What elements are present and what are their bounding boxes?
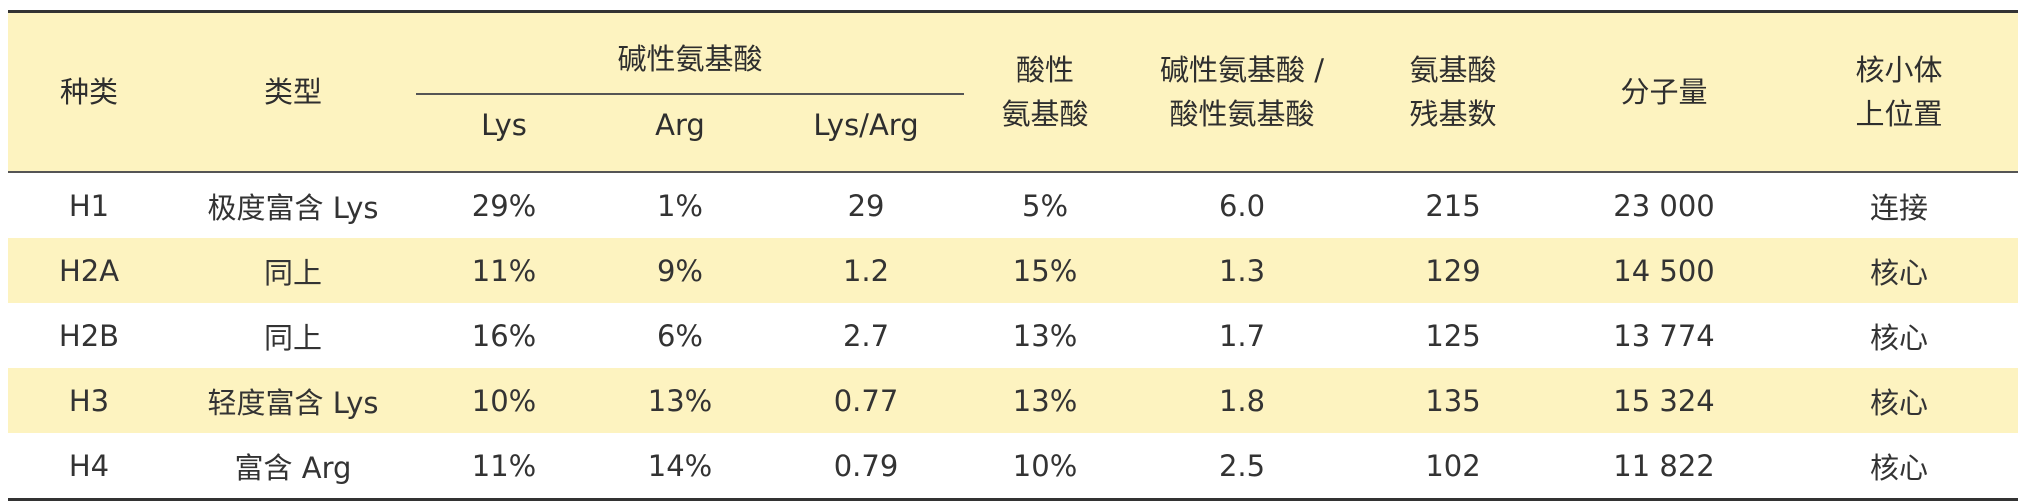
cell-molecular-weight: 14 500 (1548, 238, 1781, 303)
cell-acidic: 10% (964, 433, 1127, 501)
cell-lys: 16% (416, 303, 592, 368)
cell-position: 核心 (1780, 433, 2019, 501)
cell-residues: 102 (1358, 433, 1549, 501)
cell-ratio: 6.0 (1126, 171, 1359, 238)
cell-arg: 9% (592, 238, 768, 303)
cell-molecular-weight: 23 000 (1548, 171, 1781, 238)
cell-lys: 11% (416, 433, 592, 501)
cell-molecular-weight: 15 324 (1548, 368, 1781, 433)
header-molecular-weight: 分子量 (1548, 10, 1781, 172)
cell-arg: 6% (592, 303, 768, 368)
cell-type: 极度富含 Lys (170, 171, 416, 238)
header-acidic-amino-acid: 酸性 氨基酸 (964, 10, 1127, 172)
cell-molecular-weight: 13 774 (1548, 303, 1781, 368)
table-body: H1 极度富含 Lys 29% 1% 29 5% 6.0 215 23 000 … (8, 171, 2019, 501)
histone-table: 种类 类型 碱性氨基酸 酸性 氨基酸 碱性氨基酸 / 酸性氨基酸 氨基酸 残基数… (8, 10, 2019, 501)
cell-residues: 215 (1358, 171, 1549, 238)
cell-position: 核心 (1780, 238, 2019, 303)
table-row: H4 富含 Arg 11% 14% 0.79 10% 2.5 102 11 82… (8, 433, 2019, 501)
table-row: H2A 同上 11% 9% 1.2 15% 1.3 129 14 500 核心 (8, 238, 2019, 303)
cell-type: 轻度富含 Lys (170, 368, 416, 433)
header-arg: Arg (592, 93, 768, 172)
cell-arg: 14% (592, 433, 768, 501)
header-basic-acidic-ratio: 碱性氨基酸 / 酸性氨基酸 (1126, 10, 1359, 172)
header-residue-count: 氨基酸 残基数 (1358, 10, 1549, 172)
header-kind: 种类 (8, 10, 170, 172)
cell-residues: 129 (1358, 238, 1549, 303)
cell-acidic: 13% (964, 368, 1127, 433)
cell-lys-arg: 29 (768, 171, 965, 238)
cell-ratio: 2.5 (1126, 433, 1359, 501)
header-acidic-line1: 酸性 (1016, 53, 1075, 87)
header-basic-amino-acid-group: 碱性氨基酸 (416, 10, 965, 94)
cell-arg: 1% (592, 171, 768, 238)
cell-residues: 125 (1358, 303, 1549, 368)
cell-lys-arg: 1.2 (768, 238, 965, 303)
cell-kind: H1 (8, 171, 170, 238)
table-header: 种类 类型 碱性氨基酸 酸性 氨基酸 碱性氨基酸 / 酸性氨基酸 氨基酸 残基数… (8, 10, 2019, 172)
cell-molecular-weight: 11 822 (1548, 433, 1781, 501)
cell-kind: H2A (8, 238, 170, 303)
cell-acidic: 13% (964, 303, 1127, 368)
cell-type: 同上 (170, 238, 416, 303)
cell-lys-arg: 0.79 (768, 433, 965, 501)
cell-position: 核心 (1780, 303, 2019, 368)
header-type: 类型 (170, 10, 416, 172)
header-residues-line2: 残基数 (1409, 97, 1497, 131)
cell-type: 同上 (170, 303, 416, 368)
header-position-line2: 上位置 (1855, 97, 1943, 131)
cell-ratio: 1.7 (1126, 303, 1359, 368)
cell-position: 连接 (1780, 171, 2019, 238)
cell-lys: 29% (416, 171, 592, 238)
cell-ratio: 1.3 (1126, 238, 1359, 303)
table-row: H2B 同上 16% 6% 2.7 13% 1.7 125 13 774 核心 (8, 303, 2019, 368)
cell-residues: 135 (1358, 368, 1549, 433)
cell-type: 富含 Arg (170, 433, 416, 501)
cell-ratio: 1.8 (1126, 368, 1359, 433)
header-lys: Lys (416, 93, 592, 172)
cell-lys: 10% (416, 368, 592, 433)
table-row: H1 极度富含 Lys 29% 1% 29 5% 6.0 215 23 000 … (8, 171, 2019, 238)
header-position-line1: 核小体 (1855, 53, 1943, 87)
header-lys-arg: Lys/Arg (768, 93, 965, 172)
cell-kind: H3 (8, 368, 170, 433)
header-ratio-line2: 酸性氨基酸 (1169, 97, 1315, 131)
cell-arg: 13% (592, 368, 768, 433)
cell-lys: 11% (416, 238, 592, 303)
table-row: H3 轻度富含 Lys 10% 13% 0.77 13% 1.8 135 15 … (8, 368, 2019, 433)
header-residues-line1: 氨基酸 (1409, 53, 1497, 87)
cell-lys-arg: 0.77 (768, 368, 965, 433)
header-basic-amino-acid-label: 碱性氨基酸 (617, 42, 763, 76)
cell-acidic: 5% (964, 171, 1127, 238)
header-acidic-line2: 氨基酸 (1001, 97, 1089, 131)
cell-kind: H4 (8, 433, 170, 501)
cell-kind: H2B (8, 303, 170, 368)
cell-acidic: 15% (964, 238, 1127, 303)
histone-table-container: 种类 类型 碱性氨基酸 酸性 氨基酸 碱性氨基酸 / 酸性氨基酸 氨基酸 残基数… (8, 10, 2019, 501)
cell-position: 核心 (1780, 368, 2019, 433)
header-nucleosome-position: 核小体 上位置 (1780, 10, 2019, 172)
cell-lys-arg: 2.7 (768, 303, 965, 368)
header-ratio-line1: 碱性氨基酸 / (1160, 53, 1325, 87)
